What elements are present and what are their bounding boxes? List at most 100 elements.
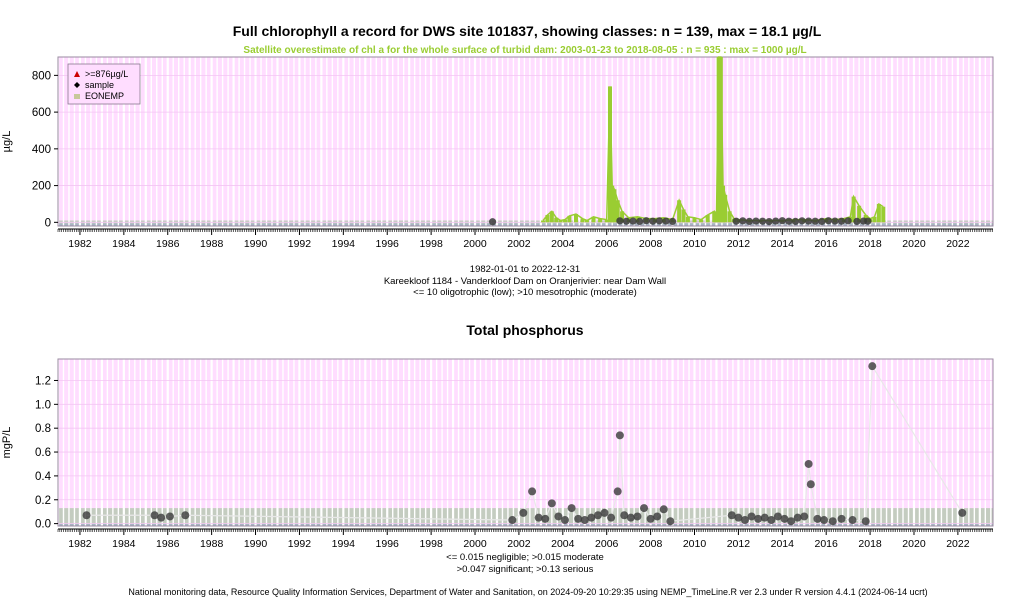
satellite-bar [851, 196, 856, 223]
sample-point [805, 217, 813, 225]
x-tick-label: 2016 [815, 538, 839, 550]
x-tick-label: 2014 [771, 238, 795, 250]
tp-point [837, 514, 846, 523]
tp-point [747, 512, 756, 521]
satellite-bar [584, 220, 589, 223]
y-tick-label: 0.8 [35, 423, 51, 435]
satellite-bar [615, 200, 620, 223]
satellite-bar [718, 57, 723, 223]
date-range-text: 1982-01-01 to 2022-12-31 [469, 264, 581, 275]
tp-point [150, 511, 159, 520]
sample-point [752, 217, 760, 225]
x-tick-label: 2020 [902, 238, 926, 250]
legend-square-icon [74, 94, 80, 99]
satellite-bar [881, 206, 886, 223]
x-tick-label: 2022 [946, 538, 970, 550]
y-tick-label: 600 [32, 107, 51, 119]
tp-point [587, 513, 596, 522]
x-tick-label: 2000 [463, 238, 487, 250]
x-tick-label: 1990 [244, 238, 268, 250]
chart1-subtitle: Satellite overestimate of chl a for the … [243, 45, 807, 56]
tp-point [181, 511, 190, 520]
sample-point [811, 217, 819, 225]
x-tick-label: 1996 [376, 538, 400, 550]
satellite-bar [541, 220, 546, 223]
sample-point [853, 217, 861, 226]
x-tick-label: 2008 [639, 238, 663, 250]
x-tick-label: 1998 [419, 238, 443, 250]
tp-point [157, 513, 166, 522]
x-tick-label: 1988 [200, 238, 224, 250]
footer-credit: National monitoring data, Resource Quali… [128, 587, 928, 597]
sample-point [649, 217, 657, 225]
legend-diamond-icon [74, 82, 80, 88]
x-tick-label: 2022 [946, 238, 970, 250]
tp-point [659, 505, 668, 514]
sample-point [765, 217, 773, 226]
chart1-info: 1982-01-01 to 2022-12-31 Kareekloof 1184… [384, 264, 666, 299]
x-tick-label: 1996 [376, 238, 400, 250]
x-tick-label: 2002 [507, 538, 531, 550]
sample-point [662, 217, 670, 225]
satellite-bar [685, 216, 690, 223]
y-tick-label: 0.2 [35, 495, 51, 507]
tp-point [613, 487, 622, 496]
tp-point [567, 504, 576, 513]
sample-point [844, 217, 852, 225]
y-tick-label: 1.2 [35, 375, 51, 387]
satellite-bar [620, 211, 625, 223]
x-tick-label: 2020 [902, 538, 926, 550]
legend-label-eonemp: EONEMP [85, 91, 124, 101]
tp-point [574, 514, 583, 523]
tp-point [828, 517, 837, 526]
x-tick-label: 2006 [595, 238, 619, 250]
tp-point [848, 516, 857, 525]
x-tick-label: 1990 [244, 538, 268, 550]
satellite-bar [612, 189, 617, 223]
x-tick-label: 2016 [815, 238, 839, 250]
tp-point [804, 459, 813, 468]
tp-point [754, 514, 763, 523]
tp-point [806, 480, 815, 489]
tp-point [519, 508, 528, 517]
x-tick-label: 1992 [288, 238, 312, 250]
x-tick-label: 2014 [771, 538, 795, 550]
sample-point [629, 217, 637, 225]
sample-point [642, 217, 650, 225]
satellite-bar [573, 214, 578, 223]
satellite-bar [692, 217, 697, 223]
tp-point [740, 516, 749, 525]
tp-point [727, 511, 736, 520]
tp-point [760, 513, 769, 522]
y-axis-label: mgP/L [1, 427, 13, 459]
sample-point [636, 217, 644, 226]
satellite-bar [545, 214, 550, 223]
tp-point [958, 508, 967, 517]
sample-point [791, 217, 800, 226]
tp-point [600, 508, 609, 517]
tp-point [554, 512, 563, 521]
sample-point [772, 217, 780, 225]
sample-point [785, 217, 793, 225]
x-tick-label: 2006 [595, 538, 619, 550]
satellite-bar [876, 203, 881, 223]
x-tick-label: 2004 [551, 538, 575, 550]
tp-point [541, 514, 550, 523]
tp-point [780, 514, 789, 523]
sample-point [739, 217, 747, 225]
y-tick-label: 400 [32, 144, 51, 156]
satellite-bar [714, 219, 719, 223]
tp-point [767, 516, 776, 525]
tp-point [620, 511, 629, 520]
tp-point [528, 487, 537, 496]
satellite-bar [567, 215, 572, 223]
x-tick-label: 1994 [332, 238, 356, 250]
satellite-bar [563, 219, 568, 223]
y-tick-label: 0 [45, 217, 51, 229]
x-tick-label: 2012 [727, 538, 751, 550]
tp-point [82, 511, 91, 520]
sample-point [778, 217, 786, 225]
sample-point [616, 217, 624, 225]
legend-label-exceed: >=876µg/L [85, 69, 128, 79]
tp-point [666, 517, 675, 526]
